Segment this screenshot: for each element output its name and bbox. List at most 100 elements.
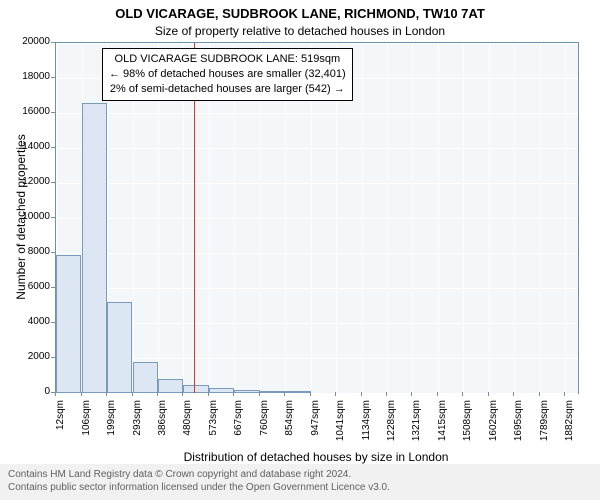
x-tick-label: 1789sqm xyxy=(539,400,550,460)
gridline-v xyxy=(362,43,363,393)
y-tick-mark xyxy=(51,112,55,113)
y-tick-label: 12000 xyxy=(10,176,50,187)
x-tick-mark xyxy=(233,392,234,396)
x-tick-mark xyxy=(132,392,133,396)
histogram-bar xyxy=(183,385,208,393)
y-tick-mark xyxy=(51,322,55,323)
histogram-bar xyxy=(56,255,81,393)
histogram-bar xyxy=(133,362,158,394)
y-tick-mark xyxy=(51,77,55,78)
x-tick-label: 1508sqm xyxy=(462,400,473,460)
x-tick-label: 854sqm xyxy=(284,400,295,460)
footer-line-1: Contains HM Land Registry data © Crown c… xyxy=(8,468,592,481)
y-tick-mark xyxy=(51,252,55,253)
y-tick-mark xyxy=(51,182,55,183)
gridline-v xyxy=(565,43,566,393)
x-tick-label: 106sqm xyxy=(81,400,92,460)
gridline-h xyxy=(56,148,578,149)
gridline-h xyxy=(56,253,578,254)
chart-title: OLD VICARAGE, SUDBROOK LANE, RICHMOND, T… xyxy=(0,6,600,21)
gridline-v xyxy=(514,43,515,393)
gridline-h xyxy=(56,183,578,184)
x-tick-mark xyxy=(259,392,260,396)
y-tick-label: 6000 xyxy=(10,281,50,292)
gridline-h xyxy=(56,323,578,324)
y-tick-label: 8000 xyxy=(10,246,50,257)
x-tick-label: 1695sqm xyxy=(513,400,524,460)
gridline-h xyxy=(56,288,578,289)
gridline-h xyxy=(56,218,578,219)
x-tick-mark xyxy=(157,392,158,396)
x-tick-mark xyxy=(284,392,285,396)
histogram-bar xyxy=(234,390,259,394)
x-tick-label: 947sqm xyxy=(310,400,321,460)
annotation-line: ← 98% of detached houses are smaller (32… xyxy=(109,67,346,82)
y-tick-label: 18000 xyxy=(10,71,50,82)
annotation-box: OLD VICARAGE SUDBROOK LANE: 519sqm← 98% … xyxy=(102,48,353,101)
y-tick-mark xyxy=(51,42,55,43)
histogram-bar xyxy=(260,391,285,393)
x-tick-label: 1228sqm xyxy=(386,400,397,460)
x-tick-mark xyxy=(182,392,183,396)
y-tick-mark xyxy=(51,217,55,218)
x-tick-label: 12sqm xyxy=(55,400,66,460)
x-tick-mark xyxy=(310,392,311,396)
x-tick-label: 1602sqm xyxy=(488,400,499,460)
gridline-v xyxy=(412,43,413,393)
x-tick-label: 1882sqm xyxy=(564,400,575,460)
x-tick-label: 573sqm xyxy=(208,400,219,460)
gridline-v xyxy=(387,43,388,393)
y-tick-mark xyxy=(51,357,55,358)
x-tick-label: 1321sqm xyxy=(411,400,422,460)
x-tick-mark xyxy=(361,392,362,396)
x-tick-mark xyxy=(513,392,514,396)
plot-area: OLD VICARAGE SUDBROOK LANE: 519sqm← 98% … xyxy=(55,42,579,394)
chart-subtitle: Size of property relative to detached ho… xyxy=(0,24,600,38)
gridline-h xyxy=(56,393,578,394)
x-tick-mark xyxy=(386,392,387,396)
gridline-v xyxy=(489,43,490,393)
annotation-line: 2% of semi-detached houses are larger (5… xyxy=(109,82,346,97)
x-tick-label: 760sqm xyxy=(259,400,270,460)
x-tick-label: 667sqm xyxy=(233,400,244,460)
histogram-bar xyxy=(209,388,234,393)
y-tick-label: 4000 xyxy=(10,316,50,327)
histogram-bar xyxy=(285,391,310,393)
y-tick-label: 2000 xyxy=(10,351,50,362)
attribution-footer: Contains HM Land Registry data © Crown c… xyxy=(0,464,600,500)
x-tick-label: 1134sqm xyxy=(361,400,372,460)
gridline-h xyxy=(56,113,578,114)
x-tick-mark xyxy=(55,392,56,396)
x-tick-mark xyxy=(564,392,565,396)
chart-container: OLD VICARAGE, SUDBROOK LANE, RICHMOND, T… xyxy=(0,0,600,500)
y-tick-label: 20000 xyxy=(10,36,50,47)
y-tick-mark xyxy=(51,287,55,288)
annotation-line: OLD VICARAGE SUDBROOK LANE: 519sqm xyxy=(109,52,346,67)
gridline-v xyxy=(540,43,541,393)
x-tick-label: 199sqm xyxy=(106,400,117,460)
gridline-h xyxy=(56,43,578,44)
y-tick-mark xyxy=(51,147,55,148)
x-tick-mark xyxy=(106,392,107,396)
x-tick-mark xyxy=(335,392,336,396)
x-tick-mark xyxy=(81,392,82,396)
x-tick-mark xyxy=(488,392,489,396)
y-tick-label: 16000 xyxy=(10,106,50,117)
y-tick-label: 10000 xyxy=(10,211,50,222)
gridline-v xyxy=(463,43,464,393)
histogram-bar xyxy=(82,103,107,394)
x-tick-mark xyxy=(208,392,209,396)
x-tick-label: 1041sqm xyxy=(335,400,346,460)
y-tick-label: 14000 xyxy=(10,141,50,152)
footer-line-2: Contains public sector information licen… xyxy=(8,481,592,494)
x-tick-mark xyxy=(437,392,438,396)
gridline-v xyxy=(438,43,439,393)
x-tick-label: 386sqm xyxy=(157,400,168,460)
x-tick-label: 480sqm xyxy=(182,400,193,460)
histogram-bar xyxy=(107,302,132,393)
x-tick-mark xyxy=(539,392,540,396)
x-tick-mark xyxy=(411,392,412,396)
x-tick-label: 293sqm xyxy=(132,400,143,460)
y-tick-label: 0 xyxy=(10,386,50,397)
x-tick-label: 1415sqm xyxy=(437,400,448,460)
